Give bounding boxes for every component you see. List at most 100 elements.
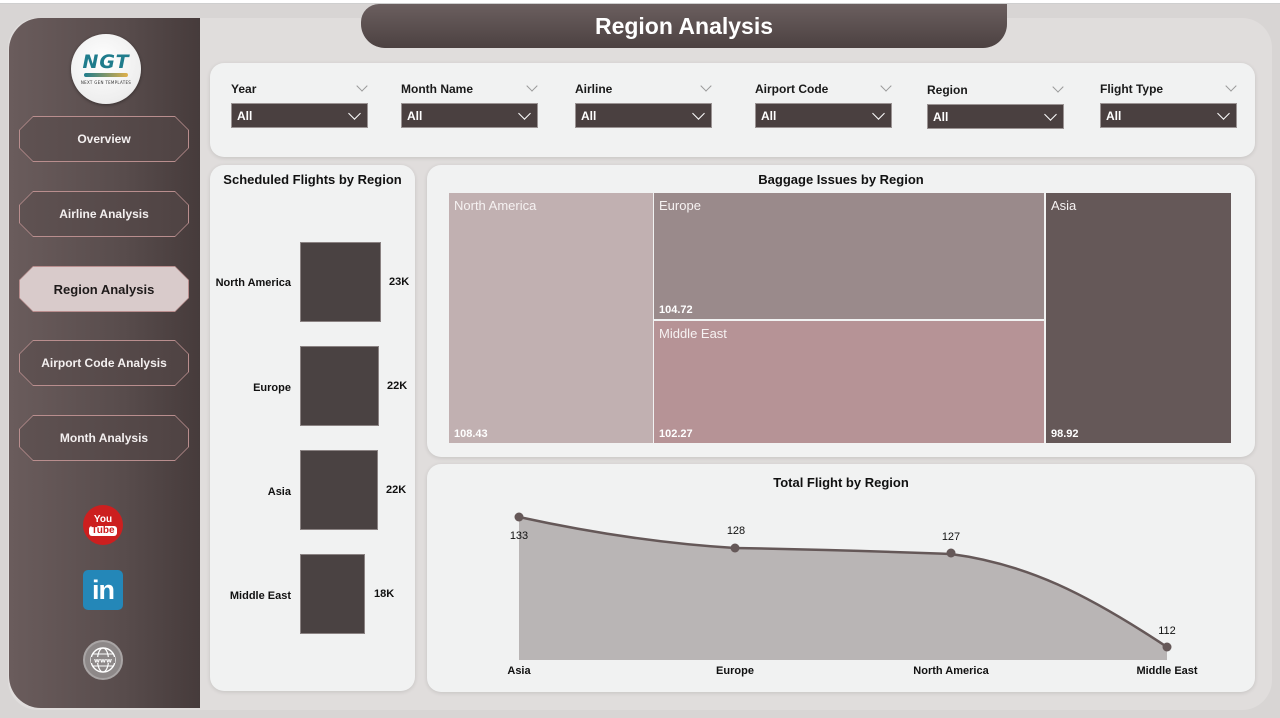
area-line: [518, 515, 1168, 649]
baggage-issues-treemap: Baggage Issues by Region North America 1…: [427, 165, 1255, 457]
slicer-label: Region: [927, 83, 968, 97]
bar-category-label: Asia: [267, 486, 291, 498]
nav-airline-analysis-button[interactable]: Airline Analysis: [19, 191, 189, 237]
region-dropdown[interactable]: All: [927, 104, 1064, 129]
window-top-strip: [0, 0, 1280, 4]
youtube-link[interactable]: You Tube: [83, 505, 123, 545]
chevron-down-icon: [1044, 107, 1057, 121]
dropdown-value: All: [761, 108, 777, 123]
logo-swoosh-icon: [84, 73, 128, 77]
x-axis-label: Middle East: [1136, 665, 1197, 677]
slicer-label: Flight Type: [1100, 82, 1164, 96]
page-title-bar: Region Analysis: [361, 4, 1007, 48]
chart-title: Baggage Issues by Region: [758, 172, 924, 187]
nav-label: Overview: [77, 132, 131, 146]
nav-month-analysis-button[interactable]: Month Analysis: [19, 415, 189, 461]
website-link[interactable]: www: [83, 640, 123, 680]
bar-north-america[interactable]: [300, 242, 381, 322]
svg-text:www: www: [94, 656, 112, 664]
nav-button-face: [20, 117, 188, 161]
chevron-down-icon: [692, 106, 705, 120]
linkedin-link[interactable]: in: [83, 570, 123, 610]
month-name-dropdown[interactable]: All: [401, 103, 538, 128]
chevron-down-icon: [348, 106, 361, 120]
total-flight-area-chart: Total Flight by Region 133 128 127 112 A…: [427, 464, 1255, 692]
bar-asia[interactable]: [300, 450, 378, 530]
chevron-down-icon: [872, 106, 885, 120]
tile-value: 108.43: [454, 428, 488, 440]
page-title: Region Analysis: [594, 12, 774, 39]
ngt-logo[interactable]: NGT NEXT GEN TEMPLATES: [71, 34, 141, 104]
slicer-label: Airline: [575, 82, 613, 96]
treemap-tile-north-america[interactable]: North America 108.43: [449, 193, 653, 443]
slicer-label: Year: [231, 82, 257, 96]
year-dropdown[interactable]: All: [231, 103, 368, 128]
airport-code-dropdown[interactable]: All: [755, 103, 892, 128]
slicer-label: Airport Code: [755, 82, 829, 96]
dropdown-value: All: [407, 108, 423, 123]
flight-type-slicer: Flight Type All: [1100, 80, 1237, 128]
data-label: 127: [942, 531, 960, 543]
bar-category-label: Middle East: [229, 590, 291, 602]
scheduled-flights-chart: Scheduled Flights by Region North Americ…: [210, 165, 415, 691]
tile-label: Europe: [659, 198, 701, 213]
chart-title: Total Flight by Region: [773, 475, 909, 490]
airline-slicer: Airline All: [575, 80, 712, 128]
data-point-asia[interactable]: [514, 512, 524, 522]
tile-value: 104.72: [659, 304, 693, 316]
nav-label: Month Analysis: [59, 431, 149, 445]
dropdown-value: All: [933, 109, 949, 124]
bar-middle-east[interactable]: [300, 554, 365, 634]
treemap-tile-europe[interactable]: Europe 104.72: [654, 193, 1044, 319]
x-axis-label: Europe: [716, 665, 754, 677]
tile-label: Asia: [1051, 198, 1077, 213]
data-point-europe[interactable]: [730, 543, 740, 553]
logo-mark: NGT: [82, 51, 130, 73]
youtube-tube-text: Tube: [89, 524, 117, 536]
nav-button-face: [20, 341, 188, 385]
bar-value-label: 23K: [389, 276, 410, 288]
chevron-down-icon: [1217, 106, 1230, 120]
logo-subtitle: NEXT GEN TEMPLATES: [80, 80, 132, 85]
area-chart-plot: 133 128 127 112 Asia Europe North Americ…: [507, 512, 1198, 677]
month-name-slicer: Month Name All: [401, 80, 538, 128]
nav-button-face: [20, 192, 188, 236]
nav-button-face: [20, 267, 188, 311]
tile-label: North America: [454, 198, 537, 213]
youtube-you-text: You: [93, 513, 113, 525]
nav-overview-button[interactable]: Overview: [19, 116, 189, 162]
data-label: 128: [727, 525, 745, 537]
chevron-down-icon: [518, 106, 531, 120]
data-point-middle-east[interactable]: [1162, 642, 1172, 652]
nav-label: Airport Code Analysis: [41, 356, 167, 370]
chart-title: Scheduled Flights by Region: [223, 172, 402, 187]
area-fill: [519, 517, 1167, 660]
nav-airport-code-analysis-button[interactable]: Airport Code Analysis: [19, 340, 189, 386]
nav-region-analysis-button[interactable]: Region Analysis: [19, 266, 189, 312]
bar-europe[interactable]: [300, 346, 379, 426]
airline-dropdown[interactable]: All: [575, 103, 712, 128]
flight-type-dropdown[interactable]: All: [1100, 103, 1237, 128]
bar-value-label: 22K: [386, 484, 407, 496]
slicer-label: Month Name: [401, 82, 473, 96]
treemap-tile-asia[interactable]: Asia 98.92: [1046, 193, 1231, 443]
airport-code-slicer: Airport Code All: [755, 80, 892, 128]
nav-label: Region Analysis: [53, 281, 155, 297]
bar-category-label: North America: [215, 277, 291, 289]
tile-value: 98.92: [1051, 428, 1079, 440]
nav-button-face: [20, 416, 188, 460]
treemap-tile-middle-east[interactable]: Middle East 102.27: [654, 321, 1044, 443]
globe-www-icon: www: [83, 640, 123, 680]
x-axis-label: Asia: [507, 665, 531, 677]
tile-value: 102.27: [659, 428, 693, 440]
bar-category-label: Europe: [253, 382, 291, 394]
dropdown-value: All: [581, 108, 597, 123]
nav-label: Airline Analysis: [59, 207, 149, 221]
filters-panel: Year All Month Name All Airline All Airp…: [210, 63, 1255, 157]
data-point-north-america[interactable]: [946, 548, 956, 558]
data-label: 133: [510, 530, 528, 542]
dropdown-value: All: [237, 108, 253, 123]
year-slicer: Year All: [231, 80, 368, 128]
data-label: 112: [1158, 625, 1176, 637]
region-slicer: Region All: [927, 81, 1064, 129]
